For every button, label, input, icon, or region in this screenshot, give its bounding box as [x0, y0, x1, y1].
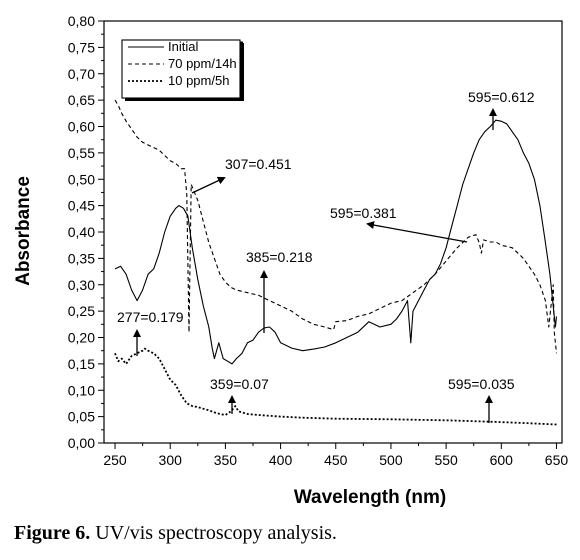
annotation-label: 595=0.035: [448, 376, 515, 392]
y-tick-label: 0,05: [68, 409, 95, 425]
caption-text: UV/vis spectroscopy analysis.: [95, 522, 337, 544]
annotation-arrow: [366, 221, 468, 243]
legend-label-3: 10 ppm/5h: [168, 73, 229, 88]
legend-shadow-right: [240, 43, 244, 101]
annotation-label: 277=0.179: [117, 309, 184, 325]
x-tick-label: 650: [545, 452, 569, 468]
annotation-label: 307=0.451: [225, 156, 292, 172]
y-tick-label: 0,15: [68, 356, 95, 372]
x-tick-label: 350: [214, 452, 238, 468]
y-axis-title: Absorbance: [13, 176, 34, 286]
y-tick-label: 0,40: [68, 224, 95, 240]
series-layer: [114, 99, 558, 426]
x-tick-label: 250: [103, 452, 127, 468]
annotation-layer: 307=0.451 385=0.218 277=0.179 359=0.07 595=0…: [117, 89, 535, 423]
y-tick-label: 0,55: [68, 145, 95, 161]
annotation-arrow: [191, 176, 226, 194]
series-line-3: [114, 347, 557, 426]
x-tick-label: 450: [324, 452, 348, 468]
y-tick-label: 0,50: [68, 171, 95, 187]
y-tick-label: 0,00: [68, 435, 95, 451]
y-tick-label: 0,60: [68, 119, 95, 135]
legend: Initial 70 ppm/14h 10 ppm/5h: [121, 39, 244, 101]
y-tick-label: 0,10: [68, 382, 95, 398]
y-tick-label: 0,25: [68, 303, 95, 319]
y-tick-label: 0,75: [68, 39, 95, 55]
x-axis-title: Wavelength (nm): [294, 487, 446, 508]
x-tick-label: 300: [159, 452, 183, 468]
caption-label: Figure 6.: [14, 522, 91, 544]
series-line-1: [114, 119, 558, 365]
annotation-label: 385=0.218: [246, 249, 313, 265]
y-tick-label: 0,20: [68, 330, 95, 346]
y-tick-label: 0,80: [68, 13, 95, 29]
y-axis: 0,00 0,05 0,10 0,15 0,20 0,25 0,30 0,35 0,40 0,45…: [68, 13, 104, 451]
figure-caption: Figure 6. UV/vis spectroscopy analysis.: [14, 522, 337, 545]
legend-label-1: Initial: [168, 39, 198, 54]
series-line-2: [114, 99, 558, 354]
annotation-label: 595=0.381: [330, 205, 397, 221]
y-tick-label: 0,65: [68, 92, 95, 108]
x-tick-label: 600: [490, 452, 514, 468]
y-tick-label: 0,30: [68, 277, 95, 293]
annotation-label: 359=0.07: [210, 376, 269, 392]
x-tick-label: 400: [269, 452, 293, 468]
legend-shadow-bottom: [125, 98, 244, 101]
y-tick-label: 0,70: [68, 66, 95, 82]
x-tick-label: 550: [434, 452, 458, 468]
x-tick-label: 500: [379, 452, 403, 468]
legend-label-2: 70 ppm/14h: [168, 56, 237, 71]
annotation-label: 595=0.612: [468, 89, 535, 105]
y-tick-label: 0,35: [68, 250, 95, 266]
y-tick-label: 0,45: [68, 198, 95, 214]
x-axis: 250 300 350 400 450 500 550 600 650: [103, 443, 568, 468]
